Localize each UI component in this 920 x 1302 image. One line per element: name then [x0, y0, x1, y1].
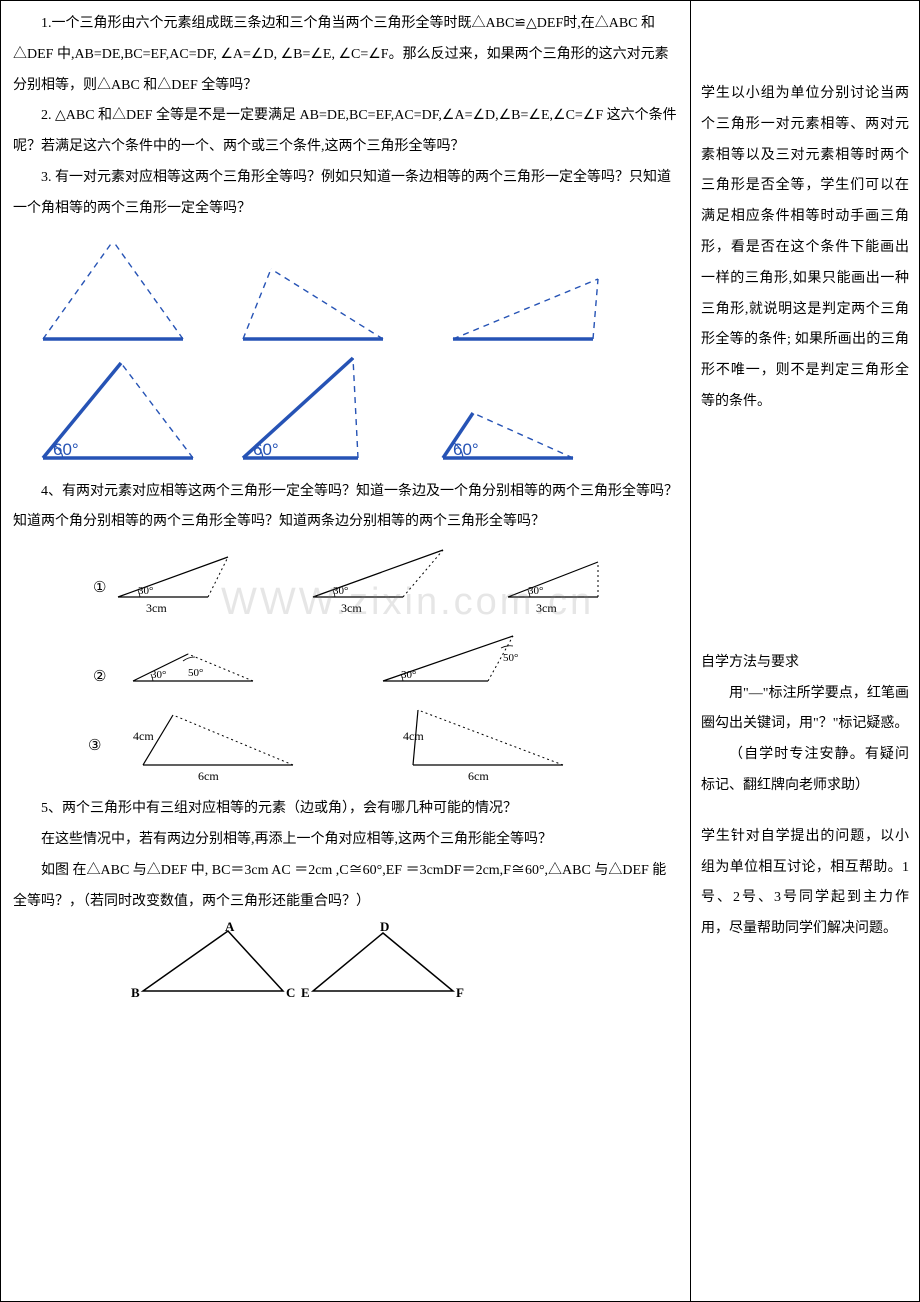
- svg-text:30°: 30°: [401, 669, 416, 681]
- diagram-row-2: ② 30° 50° 30° 50°: [13, 626, 678, 701]
- label-D: D: [380, 921, 389, 934]
- circled-2: ②: [93, 669, 106, 685]
- side-paragraph-2: 用"—"标注所学要点，红笔画圈勾出关键词，用"？"标记疑惑。: [701, 679, 909, 741]
- svg-text:3cm: 3cm: [146, 601, 167, 615]
- main-column: 1.一个三角形由六个元素组成既三条边和三个角当两个三角形全等时既△ABC≌△DE…: [1, 1, 691, 1301]
- side-paragraph-1: 学生以小组为单位分别讨论当两个三角形一对元素相等、两对元素相等以及三对元素相等时…: [701, 79, 909, 418]
- svg-text:30°: 30°: [528, 585, 543, 597]
- angle-60-label: 60°: [453, 440, 479, 459]
- label-F: F: [456, 985, 464, 1000]
- svg-text:3cm: 3cm: [341, 601, 362, 615]
- paragraph-3: 3. 有一对元素对应相等这两个三角形全等吗？例如只知道一条边相等的两个三角形一定…: [13, 163, 678, 225]
- circled-1: ①: [93, 580, 106, 596]
- label-E: E: [301, 985, 310, 1000]
- svg-text:30°: 30°: [151, 669, 166, 681]
- svg-text:6cm: 6cm: [198, 769, 219, 783]
- side-paragraph-4: 学生针对自学提出的问题，以小组为单位相互讨论，相互帮助。1号、2号、3号同学起到…: [701, 822, 909, 945]
- page: WWW.zixin.com.cn 1.一个三角形由六个元素组成既三条边和三个角当…: [0, 0, 920, 1302]
- paragraph-1: 1.一个三角形由六个元素组成既三条边和三个角当两个三角形全等时既△ABC≌△DE…: [13, 9, 678, 101]
- triangles-one-angle: 60° 60° 60°: [13, 353, 678, 473]
- svg-text:3cm: 3cm: [536, 601, 557, 615]
- paragraph-5c: 如图 在△ABC 与△DEF 中, BC＝3cm AC ＝2cm ,C≅60°,…: [13, 856, 678, 918]
- paragraph-2: 2. △ABC 和△DEF 全等是不是一定要满足 AB=DE,BC=EF,AC=…: [13, 101, 678, 163]
- circled-3: ③: [88, 738, 101, 754]
- side-paragraph-3: （自学时专注安静。有疑问标记、翻红牌向老师求助）: [701, 740, 909, 802]
- svg-text:30°: 30°: [333, 585, 348, 597]
- label-C: C: [286, 985, 295, 1000]
- svg-text:4cm: 4cm: [403, 729, 424, 743]
- paragraph-5: 5、两个三角形中有三组对应相等的元素（边或角），会有哪几种可能的情况？: [13, 794, 678, 825]
- side-column: 学生以小组为单位分别讨论当两个三角形一对元素相等、两对元素相等以及三对元素相等时…: [691, 1, 919, 1301]
- angle-60-label: 60°: [253, 440, 279, 459]
- svg-text:30°: 30°: [138, 585, 153, 597]
- paragraph-4: 4、有两对元素对应相等这两个三角形一定全等吗？知道一条边及一个角分别相等的两个三…: [13, 477, 678, 539]
- paragraph-5b: 在这些情况中，若有两边分别相等,再添上一个角对应相等,这两个三角形能全等吗？: [13, 825, 678, 856]
- diagram-row-3: ③ 4cm 6cm 4cm 6cm: [13, 705, 678, 790]
- svg-text:6cm: 6cm: [468, 769, 489, 783]
- triangles-one-side: [13, 229, 678, 349]
- label-A: A: [225, 921, 235, 934]
- diagram-row-1: ① 30° 3cm 30° 3cm: [13, 542, 678, 622]
- side-heading: 自学方法与要求: [701, 648, 909, 679]
- svg-text:50°: 50°: [188, 667, 203, 679]
- svg-text:4cm: 4cm: [133, 729, 154, 743]
- angle-60-label: 60°: [53, 440, 79, 459]
- triangles-abc-def: A B C D E F: [13, 921, 678, 1011]
- label-B: B: [131, 985, 140, 1000]
- svg-text:50°: 50°: [503, 652, 518, 664]
